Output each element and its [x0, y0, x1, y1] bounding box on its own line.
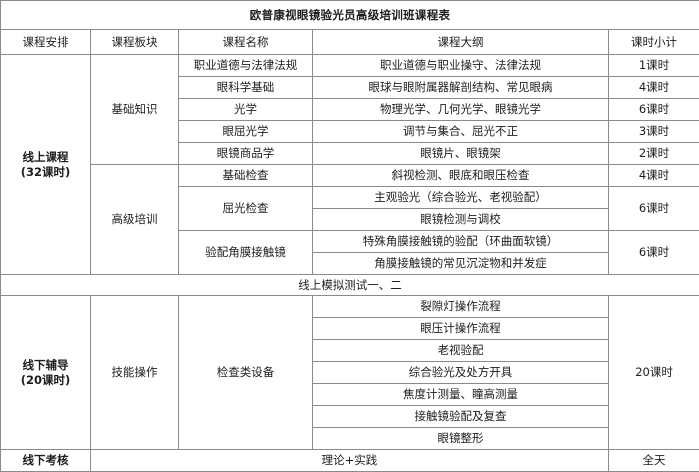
outline-cell: 调节与集合、屈光不正 — [313, 121, 609, 143]
header-arrangement: 课程安排 — [1, 30, 91, 55]
course-name-cell: 验配角膜接触镜 — [179, 231, 313, 275]
hours-cell: 1课时 — [609, 55, 699, 77]
course-name-cell: 眼镜商品学 — [179, 143, 313, 165]
outline-cell: 主观验光（综合验光、老视验配） — [313, 187, 609, 209]
group-online-label-line1: 线上课程 — [3, 150, 88, 164]
header-outline: 课程大纲 — [313, 30, 609, 55]
outline-cell: 眼球与眼附属器解剖结构、常见眼病 — [313, 77, 609, 99]
course-name-cell: 基础检查 — [179, 165, 313, 187]
hours-cell: 6课时 — [609, 231, 699, 275]
outline-cell: 眼镜检测与调校 — [313, 209, 609, 231]
group-cell-offline: 线下辅导 (20课时) — [1, 296, 91, 450]
outline-cell: 斜视检测、眼底和眼压检查 — [313, 165, 609, 187]
hours-cell: 2课时 — [609, 143, 699, 165]
outline-cell: 物理光学、几何光学、眼镜光学 — [313, 99, 609, 121]
module-cell-advanced: 高级培训 — [91, 165, 179, 275]
exam-hours-cell: 全天 — [609, 450, 699, 472]
hours-cell: 4课时 — [609, 77, 699, 99]
title-row: 欧普康视眼镜验光员高级培训班课程表 — [1, 1, 699, 30]
header-row: 课程安排 课程板块 课程名称 课程大纲 课时小计 — [1, 30, 699, 55]
outline-cell: 眼镜整形 — [313, 428, 609, 450]
outline-cell: 角膜接触镜的常见沉淀物和并发症 — [313, 253, 609, 275]
online-test-label: 线上模拟测试一、二 — [1, 275, 699, 296]
course-name-cell: 检查类设备 — [179, 296, 313, 450]
header-course-name: 课程名称 — [179, 30, 313, 55]
table-row: 线上课程 (32课时) 基础知识 职业道德与法律法规 职业道德与职业操守、法律法… — [1, 55, 699, 77]
hours-cell: 6课时 — [609, 187, 699, 231]
exam-row: 线下考核 理论+实践 全天 — [1, 450, 699, 472]
group-offline-label-line2: (20课时) — [3, 373, 88, 387]
group-cell-exam: 线下考核 — [1, 450, 91, 472]
course-name-cell: 光学 — [179, 99, 313, 121]
outline-cell: 裂隙灯操作流程 — [313, 296, 609, 318]
module-cell-skills: 技能操作 — [91, 296, 179, 450]
group-offline-label-line1: 线下辅导 — [3, 358, 88, 372]
course-name-cell: 屈光检查 — [179, 187, 313, 231]
outline-cell: 综合验光及处方开具 — [313, 362, 609, 384]
outline-cell: 接触镜验配及复查 — [313, 406, 609, 428]
table-row: 高级培训 基础检查 斜视检测、眼底和眼压检查 4课时 — [1, 165, 699, 187]
module-cell-basics: 基础知识 — [91, 55, 179, 165]
hours-cell: 4课时 — [609, 165, 699, 187]
hours-cell: 3课时 — [609, 121, 699, 143]
course-name-cell: 眼科学基础 — [179, 77, 313, 99]
group-online-label-line2: (32课时) — [3, 165, 88, 179]
outline-cell: 眼压计操作流程 — [313, 318, 609, 340]
outline-cell: 焦度计测量、瞳高测量 — [313, 384, 609, 406]
exam-content-cell: 理论+实践 — [91, 450, 609, 472]
outline-cell: 特殊角膜接触镜的验配（环曲面软镜） — [313, 231, 609, 253]
table-row: 线下辅导 (20课时) 技能操作 检查类设备 裂隙灯操作流程 20课时 — [1, 296, 699, 318]
page-title: 欧普康视眼镜验光员高级培训班课程表 — [1, 1, 699, 30]
group-cell-online: 线上课程 (32课时) — [1, 55, 91, 275]
hours-cell: 6课时 — [609, 99, 699, 121]
header-module: 课程板块 — [91, 30, 179, 55]
outline-cell: 职业道德与职业操守、法律法规 — [313, 55, 609, 77]
online-test-row: 线上模拟测试一、二 — [1, 275, 699, 296]
course-name-cell: 眼屈光学 — [179, 121, 313, 143]
header-hours-total: 课时小计 — [609, 30, 699, 55]
course-name-cell: 职业道德与法律法规 — [179, 55, 313, 77]
outline-cell: 老视验配 — [313, 340, 609, 362]
hours-cell: 20课时 — [609, 296, 699, 450]
outline-cell: 眼镜片、眼镜架 — [313, 143, 609, 165]
